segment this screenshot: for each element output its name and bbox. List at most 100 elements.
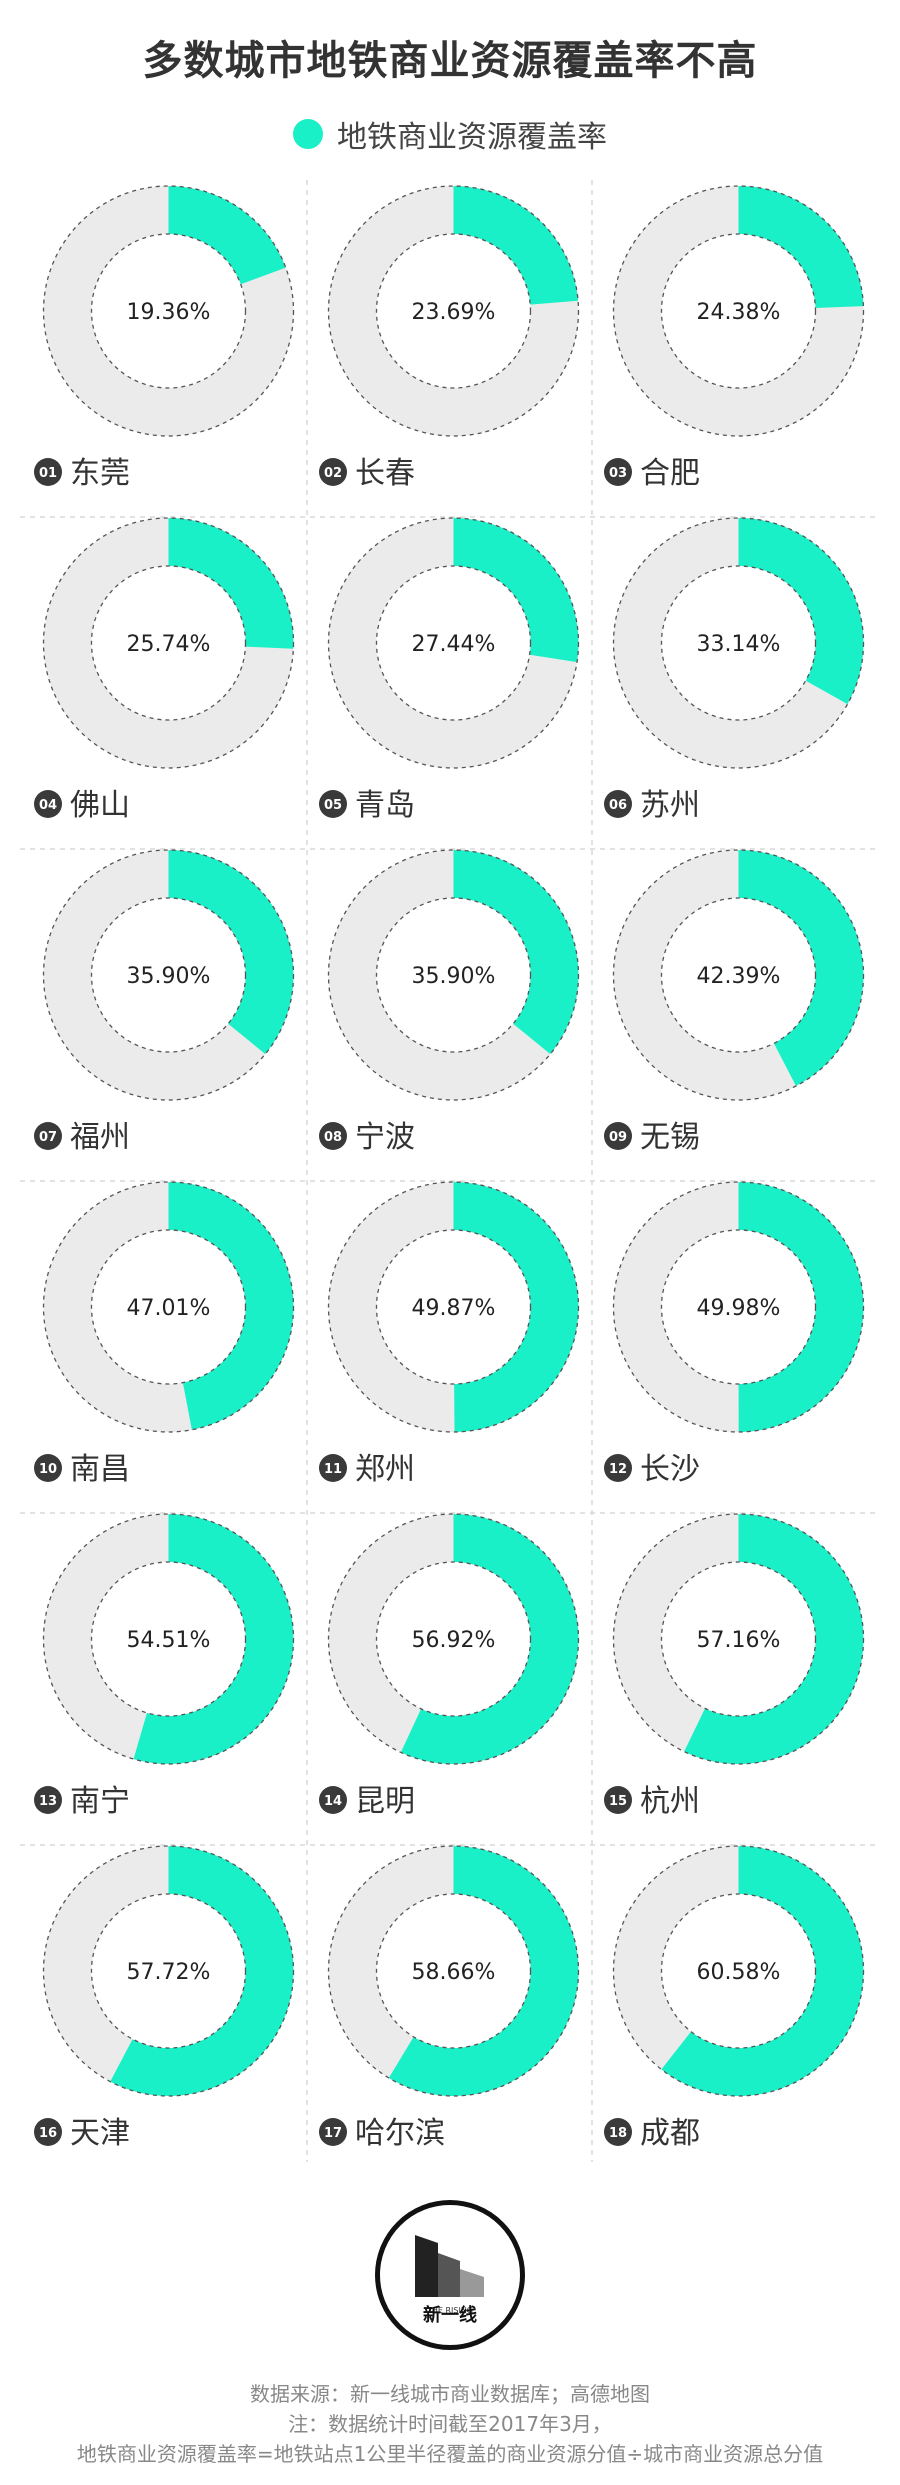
donut-value-label: 24.38% (697, 300, 781, 325)
rank-badge (319, 458, 347, 486)
rank-number: 09 (609, 1130, 627, 1145)
definition-note: 地铁商业资源覆盖率=地铁站点1公里半径覆盖的商业资源分值÷城市商业资源总分值 (76, 2442, 824, 2466)
donut-chart-16: 57.72% 16 天津 (34, 1845, 295, 2151)
donut-inner-outline (375, 1893, 532, 2049)
brand-logo: THE RISING 新一线 (375, 2200, 525, 2350)
footer: THE RISING 新一线 数据来源：新一线城市商业数据库；高德地图 注：数据… (0, 2200, 900, 2485)
donut-value-arc (738, 186, 864, 309)
donut-chart-04: 25.74% 04 佛山 (34, 517, 295, 823)
city-name: 福州 (70, 1120, 130, 1155)
rank-badge (34, 2118, 62, 2146)
rank-badge (604, 2118, 632, 2146)
donut-chart-03: 24.38% 03 合肥 (604, 185, 865, 491)
city-name: 东莞 (70, 456, 130, 491)
donut-chart-09: 42.39% 09 无锡 (604, 849, 865, 1155)
city-name: 佛山 (70, 788, 130, 823)
donut-inner-outline (90, 233, 247, 389)
donut-outer-outline (42, 517, 295, 769)
rank-badge (319, 1122, 347, 1150)
rank-number: 15 (609, 1794, 627, 1809)
logo-small-text: THE RISING (426, 2306, 473, 2315)
city-name: 南宁 (70, 1784, 130, 1819)
city-name: 成都 (640, 2116, 700, 2151)
donut-chart-07: 35.90% 07 福州 (34, 849, 295, 1155)
donut-value-arc (453, 850, 579, 1055)
donut-outer-outline (612, 1181, 865, 1433)
donut-chart-01: 19.36% 01 东莞 (34, 185, 295, 491)
rank-badge (319, 790, 347, 818)
donut-value-arc (168, 518, 294, 649)
rank-number: 04 (39, 798, 57, 813)
city-name: 苏州 (640, 788, 700, 823)
rank-number: 17 (324, 2126, 342, 2141)
donut-chart-17: 58.66% 17 哈尔滨 (319, 1845, 580, 2151)
donut-value-label: 49.98% (697, 1296, 781, 1321)
donut-value-label: 56.92% (412, 1628, 496, 1653)
donut-outer-outline (612, 517, 865, 769)
donut-outer-outline (327, 1513, 580, 1765)
donut-outer-outline (42, 1181, 295, 1433)
rank-badge (604, 1122, 632, 1150)
donut-outer-outline (42, 849, 295, 1101)
donut-chart-06: 33.14% 06 苏州 (604, 517, 865, 823)
city-name: 天津 (70, 2116, 130, 2151)
donut-chart-grid: 19.36% 01 东莞 23.69% 02 长春 24.38% 03 合肥 25.74% 04 佛山… (20, 180, 880, 2162)
donut-inner-outline (375, 1229, 532, 1385)
rank-number: 13 (39, 1794, 57, 1809)
source-note: 数据来源：新一线城市商业数据库；高德地图 (250, 2382, 650, 2406)
city-name: 杭州 (640, 1784, 700, 1819)
donut-chart-11: 49.87% 11 郑州 (319, 1181, 580, 1487)
donut-outer-outline (327, 1845, 580, 2097)
rank-badge (34, 458, 62, 486)
donut-value-arc (168, 1182, 294, 1430)
donut-value-label: 27.44% (412, 632, 496, 657)
donut-value-arc (738, 518, 864, 705)
donut-outer-outline (42, 1845, 295, 2097)
city-name: 无锡 (640, 1120, 700, 1155)
donut-value-arc (453, 186, 579, 305)
rank-badge (34, 790, 62, 818)
rank-badge (34, 1122, 62, 1150)
rank-badge (604, 1454, 632, 1482)
donut-outer-outline (612, 1845, 865, 2097)
donut-chart-08: 35.90% 08 宁波 (319, 849, 580, 1155)
logo-text: 新一线 (423, 2305, 477, 2326)
donut-value-label: 58.66% (412, 1960, 496, 1985)
donut-chart-18: 60.58% 18 成都 (604, 1845, 865, 2151)
donut-value-arc (168, 850, 294, 1055)
donut-chart-02: 23.69% 02 长春 (319, 185, 580, 491)
donut-outer-outline (327, 185, 580, 437)
rank-number: 12 (609, 1462, 627, 1477)
donut-outer-outline (612, 849, 865, 1101)
rank-number: 02 (324, 466, 342, 481)
donut-chart-05: 27.44% 05 青岛 (319, 517, 580, 823)
city-name: 长春 (355, 456, 415, 491)
donut-inner-outline (90, 897, 247, 1053)
city-name: 宁波 (355, 1120, 415, 1155)
donut-value-label: 23.69% (412, 300, 496, 325)
donut-value-label: 57.72% (127, 1960, 211, 1985)
donut-value-arc (738, 850, 864, 1086)
donut-value-arc (388, 1846, 579, 2096)
rank-number: 18 (609, 2126, 627, 2141)
donut-chart-15: 57.16% 15 杭州 (604, 1513, 865, 1819)
donut-inner-outline (660, 1561, 817, 1717)
donut-chart-14: 56.92% 14 昆明 (319, 1513, 580, 1819)
donut-inner-outline (660, 233, 817, 389)
donut-value-arc (110, 1846, 294, 2096)
donut-outer-outline (42, 1513, 295, 1765)
legend: 地铁商业资源覆盖率 (0, 112, 900, 156)
donut-inner-outline (660, 897, 817, 1053)
donut-outer-outline (612, 185, 865, 437)
donut-outer-outline (42, 185, 295, 437)
rank-badge (319, 1786, 347, 1814)
donut-value-label: 49.87% (412, 1296, 496, 1321)
donut-value-label: 47.01% (127, 1296, 211, 1321)
donut-value-label: 60.58% (697, 1960, 781, 1985)
rank-badge (319, 1454, 347, 1482)
donut-inner-outline (660, 565, 817, 721)
date-note: 注：数据统计时间截至2017年3月， (288, 2412, 612, 2436)
chart-title: 多数城市地铁商业资源覆盖率不高 (142, 38, 758, 84)
donut-value-label: 54.51% (127, 1628, 211, 1653)
city-name: 郑州 (355, 1452, 415, 1487)
